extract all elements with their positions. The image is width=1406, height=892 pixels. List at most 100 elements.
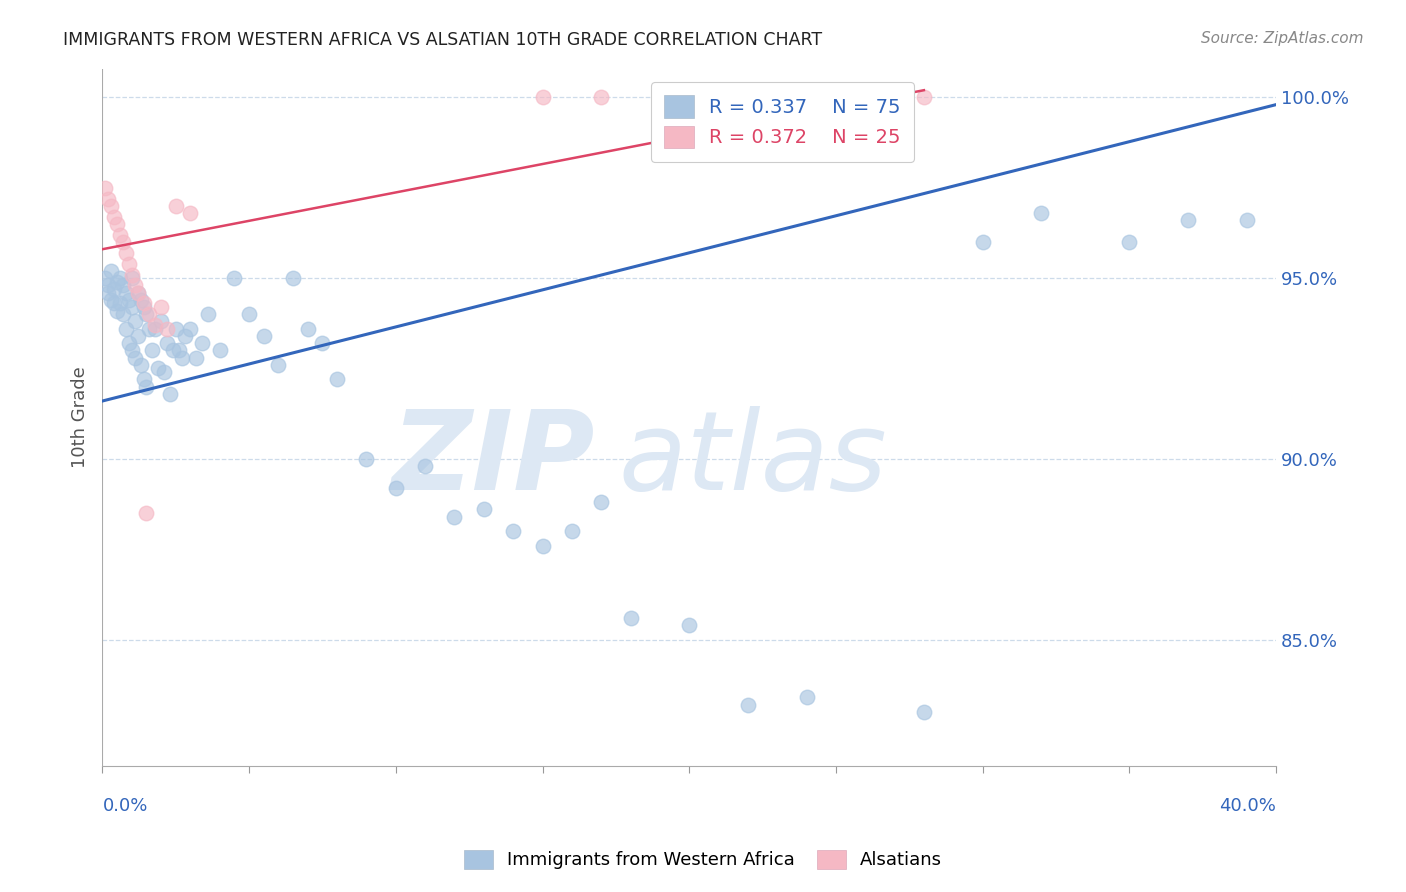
Point xyxy=(94,181,117,195)
Text: 40.0%: 40.0% xyxy=(1219,797,1277,814)
Point xyxy=(737,698,759,712)
Point xyxy=(138,307,160,321)
Point xyxy=(796,90,818,104)
Point xyxy=(143,318,166,332)
Point xyxy=(472,502,495,516)
Point xyxy=(127,285,149,300)
Point xyxy=(208,343,231,358)
Point xyxy=(115,285,138,300)
Point xyxy=(912,705,935,719)
Point xyxy=(100,199,122,213)
Point xyxy=(141,343,163,358)
Point xyxy=(356,451,378,466)
Point xyxy=(127,329,149,343)
Point xyxy=(561,524,583,538)
Point xyxy=(97,192,120,206)
Point xyxy=(1118,235,1140,249)
Point xyxy=(127,285,149,300)
Point xyxy=(591,90,613,104)
Point xyxy=(167,343,190,358)
Point xyxy=(165,322,187,336)
Point xyxy=(173,329,195,343)
Point xyxy=(1031,206,1053,220)
Point xyxy=(138,322,160,336)
Point xyxy=(111,307,134,321)
Point xyxy=(103,296,125,310)
Legend: Immigrants from Western Africa, Alsatians: Immigrants from Western Africa, Alsatian… xyxy=(456,840,950,879)
Point xyxy=(132,296,155,310)
Point xyxy=(238,307,260,321)
Point xyxy=(118,336,141,351)
Point xyxy=(118,257,141,271)
Point xyxy=(148,361,170,376)
Point xyxy=(531,90,554,104)
Point xyxy=(129,293,152,307)
Point xyxy=(531,539,554,553)
Point xyxy=(796,690,818,705)
Point xyxy=(165,199,187,213)
Point xyxy=(135,307,157,321)
Point xyxy=(311,336,333,351)
Point xyxy=(186,351,208,365)
Point xyxy=(97,278,120,293)
Point xyxy=(170,351,193,365)
Point xyxy=(108,271,131,285)
Point xyxy=(108,227,131,242)
Point xyxy=(103,210,125,224)
Point xyxy=(97,285,120,300)
Point xyxy=(972,235,994,249)
Point xyxy=(179,206,201,220)
Point xyxy=(103,282,125,296)
Point xyxy=(443,509,465,524)
Point xyxy=(124,314,146,328)
Point xyxy=(1236,213,1258,227)
Text: Source: ZipAtlas.com: Source: ZipAtlas.com xyxy=(1201,31,1364,46)
Point xyxy=(100,264,122,278)
Point xyxy=(121,343,143,358)
Point xyxy=(121,268,143,282)
Point xyxy=(115,245,138,260)
Point xyxy=(143,322,166,336)
Text: atlas: atlas xyxy=(619,406,887,513)
Point xyxy=(179,322,201,336)
Point xyxy=(385,481,408,495)
Point xyxy=(115,322,138,336)
Point xyxy=(108,296,131,310)
Point xyxy=(191,336,214,351)
Point xyxy=(678,618,700,632)
Point xyxy=(132,300,155,314)
Point xyxy=(150,300,173,314)
Point xyxy=(121,271,143,285)
Point xyxy=(156,336,179,351)
Point xyxy=(159,386,181,401)
Point xyxy=(678,90,700,104)
Point xyxy=(591,495,613,509)
Point xyxy=(111,278,134,293)
Point xyxy=(105,303,128,318)
Point xyxy=(162,343,184,358)
Point xyxy=(121,300,143,314)
Point xyxy=(105,275,128,289)
Point xyxy=(153,365,176,379)
Point xyxy=(100,293,122,307)
Point xyxy=(132,372,155,386)
Point xyxy=(619,611,641,625)
Point xyxy=(253,329,276,343)
Text: 0.0%: 0.0% xyxy=(103,797,148,814)
Point xyxy=(150,314,173,328)
Point xyxy=(224,271,246,285)
Text: IMMIGRANTS FROM WESTERN AFRICA VS ALSATIAN 10TH GRADE CORRELATION CHART: IMMIGRANTS FROM WESTERN AFRICA VS ALSATI… xyxy=(63,31,823,49)
Text: ZIP: ZIP xyxy=(392,406,595,513)
Point xyxy=(281,271,304,285)
Point xyxy=(912,90,935,104)
Point xyxy=(156,322,179,336)
Point xyxy=(94,271,117,285)
Point xyxy=(297,322,319,336)
Point xyxy=(197,307,219,321)
Point xyxy=(124,278,146,293)
Point xyxy=(129,358,152,372)
Point xyxy=(502,524,524,538)
Point xyxy=(267,358,290,372)
Point xyxy=(1177,213,1199,227)
Point xyxy=(135,506,157,520)
